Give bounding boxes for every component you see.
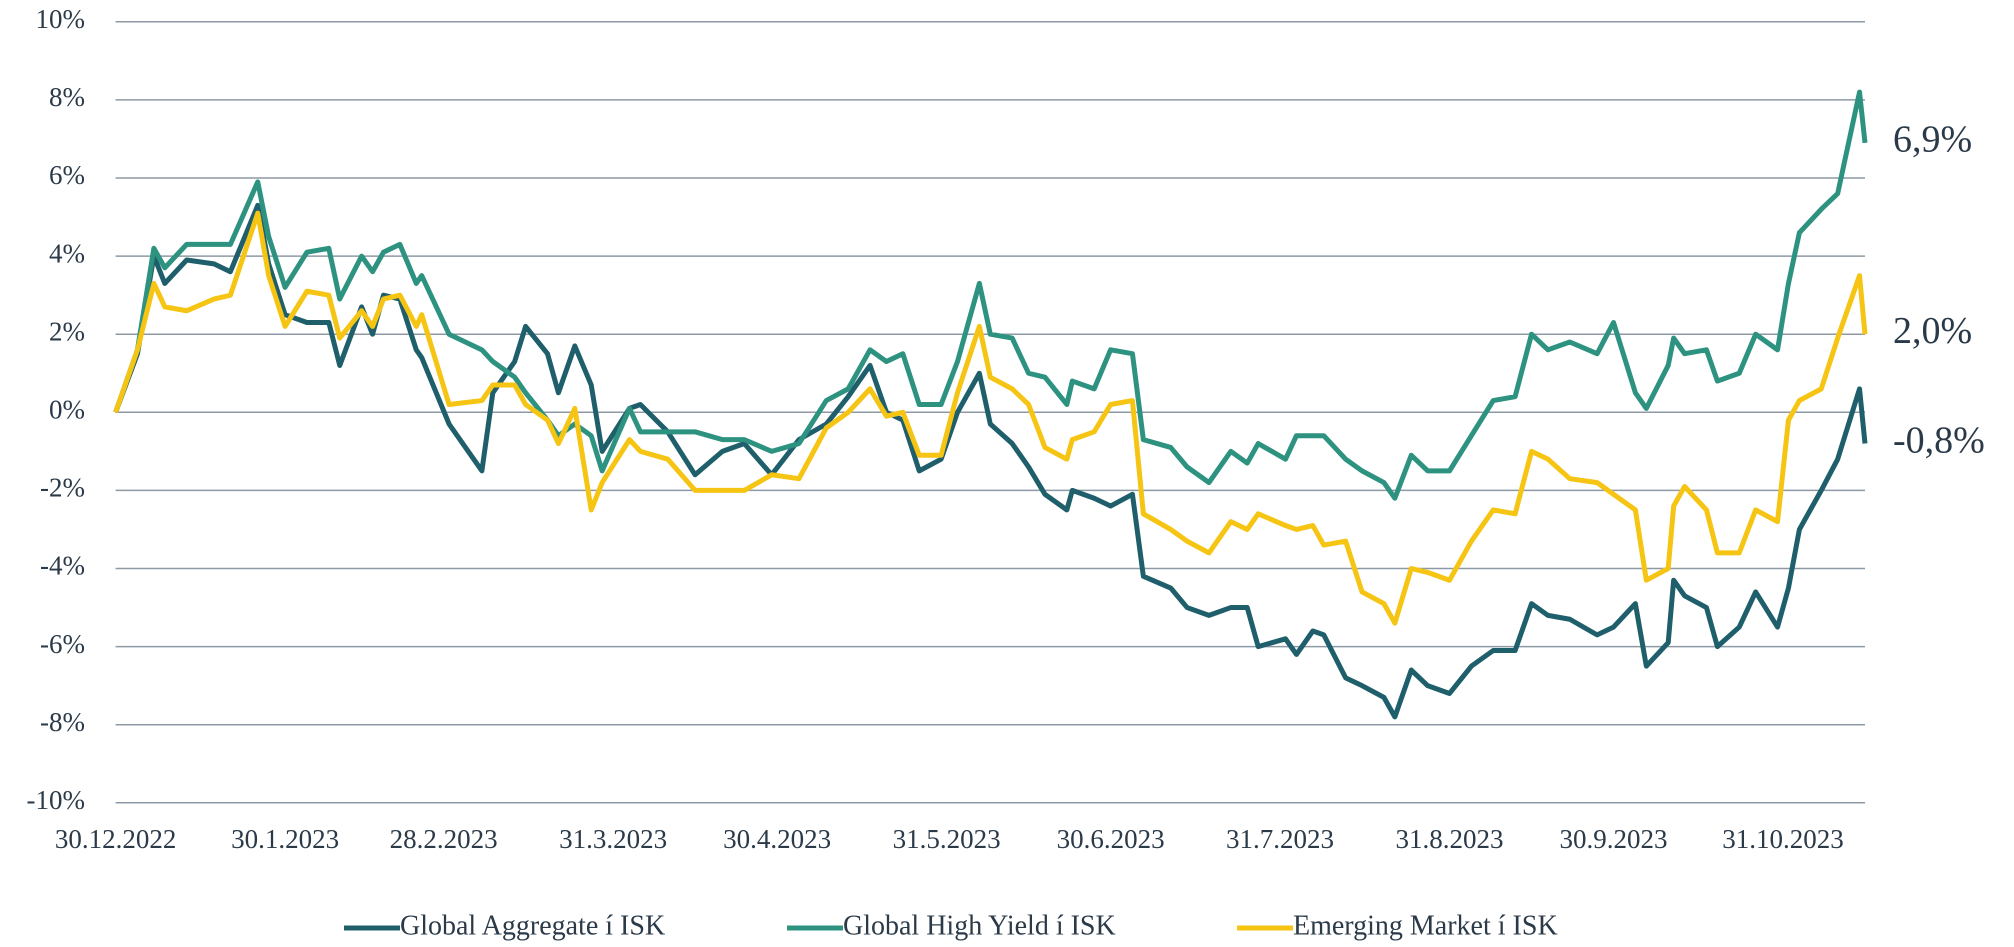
legend-label: Global High Yield í ISK [843, 910, 1116, 941]
y-tick-label: 2% [49, 316, 85, 346]
y-tick-label: 6% [49, 160, 85, 190]
x-tick-label: 31.5.2023 [893, 824, 1001, 854]
y-tick-label: 4% [49, 238, 85, 268]
y-tick-label: -6% [40, 629, 85, 659]
series-line [113, 89, 1868, 501]
x-tick-label: 30.6.2023 [1057, 824, 1165, 854]
y-tick-label: -8% [40, 707, 85, 737]
end-label: 2,0% [1893, 310, 1972, 352]
x-tick-label: 31.7.2023 [1226, 824, 1334, 854]
x-tick-label: 30.1.2023 [231, 824, 339, 854]
y-tick-label: 8% [49, 82, 85, 112]
x-tick-label: 30.12.2022 [55, 824, 177, 854]
y-tick-label: 10% [36, 4, 86, 34]
legend-label: Emerging Market í ISK [1293, 910, 1558, 941]
series-line [113, 202, 1868, 720]
x-tick-label: 30.4.2023 [723, 824, 831, 854]
x-tick-label: 31.3.2023 [559, 824, 667, 854]
y-tick-label: -10% [27, 785, 85, 815]
y-tick-label: -2% [40, 473, 85, 503]
end-label: -0,8% [1893, 419, 1985, 461]
end-label: 6,9% [1893, 119, 1972, 161]
legend-label: Global Aggregate í ISK [400, 910, 665, 941]
x-tick-label: 28.2.2023 [390, 824, 498, 854]
y-tick-label: 0% [49, 395, 85, 425]
x-tick-label: 31.10.2023 [1722, 824, 1844, 854]
x-tick-label: 31.8.2023 [1396, 824, 1504, 854]
y-tick-label: -4% [40, 551, 85, 581]
x-tick-label: 30.9.2023 [1560, 824, 1668, 854]
series-line [113, 210, 1868, 626]
